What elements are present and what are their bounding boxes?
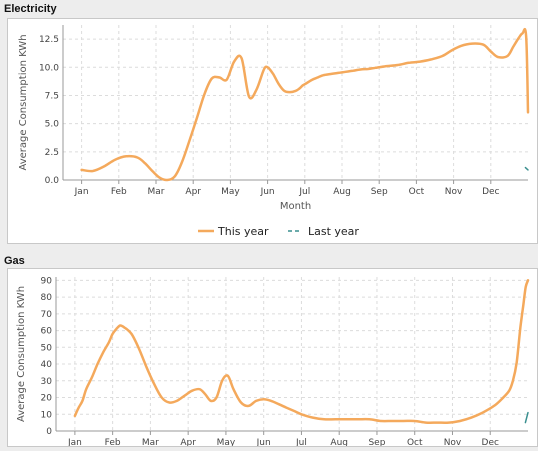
x-tick-label: Apr xyxy=(185,187,201,197)
electricity-chart: 0.0 2.5 5.0 7.5 10.0 12.5 Jan Feb Mar Apr May Jun Ju… xyxy=(18,25,530,238)
x-axis-label: Month xyxy=(280,201,311,212)
x-tick-label: Jun xyxy=(260,187,275,197)
y-tick-label: 70 xyxy=(41,310,53,320)
x-tick-label: Dec xyxy=(482,187,499,197)
y-tick-label: 20 xyxy=(41,394,53,404)
x-tick-label: Nov xyxy=(444,438,462,446)
x-tick-label: May xyxy=(221,187,240,197)
x-tick-label: Jan xyxy=(67,438,82,446)
legend-label: Last year xyxy=(308,225,359,238)
y-tick-label: 80 xyxy=(41,293,53,303)
x-tick-label: Jun xyxy=(256,438,271,446)
x-tick-label: Mar xyxy=(142,438,159,446)
series-line-last-year xyxy=(524,411,529,424)
y-axis-label: Average Consumption KWh xyxy=(18,34,29,170)
y-tick-label: 10.0 xyxy=(39,63,59,73)
series-line-last-year xyxy=(524,166,529,171)
x-tick-label: Jul xyxy=(295,438,307,446)
y-tick-label: 5.0 xyxy=(45,120,60,130)
legend-label: This year xyxy=(217,225,269,238)
x-tick-label: Aug xyxy=(330,438,348,446)
x-tick-label: Apr xyxy=(180,438,196,446)
x-tick-label: Jul xyxy=(298,187,310,197)
x-tick-label: Feb xyxy=(111,187,127,197)
x-tick-label: Sep xyxy=(368,438,385,446)
x-tick-label: Nov xyxy=(445,187,463,197)
y-tick-label: 50 xyxy=(41,343,53,353)
x-tick-label: May xyxy=(217,438,236,446)
gas-title: Gas xyxy=(4,255,25,267)
electricity-title: Electricity xyxy=(4,3,57,15)
gas-chart: 0 10 20 30 40 50 60 70 80 90 Jan Feb Mar Apr May Jun Jul… xyxy=(16,276,530,448)
y-tick-label: 12.5 xyxy=(39,35,59,45)
y-tick-label: 10 xyxy=(41,410,53,420)
x-tick-label: Mar xyxy=(148,187,165,197)
y-tick-label: 60 xyxy=(41,327,53,337)
y-tick-label: 30 xyxy=(41,377,53,387)
y-tick-label: 40 xyxy=(41,360,53,370)
x-tick-label: Jan xyxy=(74,187,89,197)
x-tick-label: Oct xyxy=(407,438,423,446)
series-line-this-year xyxy=(80,27,530,182)
x-tick-label: Oct xyxy=(409,187,425,197)
y-tick-label: 90 xyxy=(41,276,53,286)
y-tick-label: 7.5 xyxy=(45,91,59,101)
y-tick-label: 2.5 xyxy=(45,148,59,158)
electricity-panel: 0.0 2.5 5.0 7.5 10.0 12.5 Jan Feb Mar Apr May Jun Ju… xyxy=(7,18,538,244)
series-line-this-year xyxy=(73,279,530,424)
x-tick-label: Sep xyxy=(371,187,388,197)
y-tick-label: 0 xyxy=(46,427,52,437)
x-tick-label: Dec xyxy=(482,438,499,446)
y-axis-label: Average Consumption KWh xyxy=(16,286,27,422)
y-tick-label: 0.0 xyxy=(45,176,60,186)
gas-panel: 0 10 20 30 40 50 60 70 80 90 Jan Feb Mar Apr May Jun Jul… xyxy=(7,268,538,448)
x-tick-label: Aug xyxy=(333,187,351,197)
x-tick-label: Feb xyxy=(105,438,121,446)
